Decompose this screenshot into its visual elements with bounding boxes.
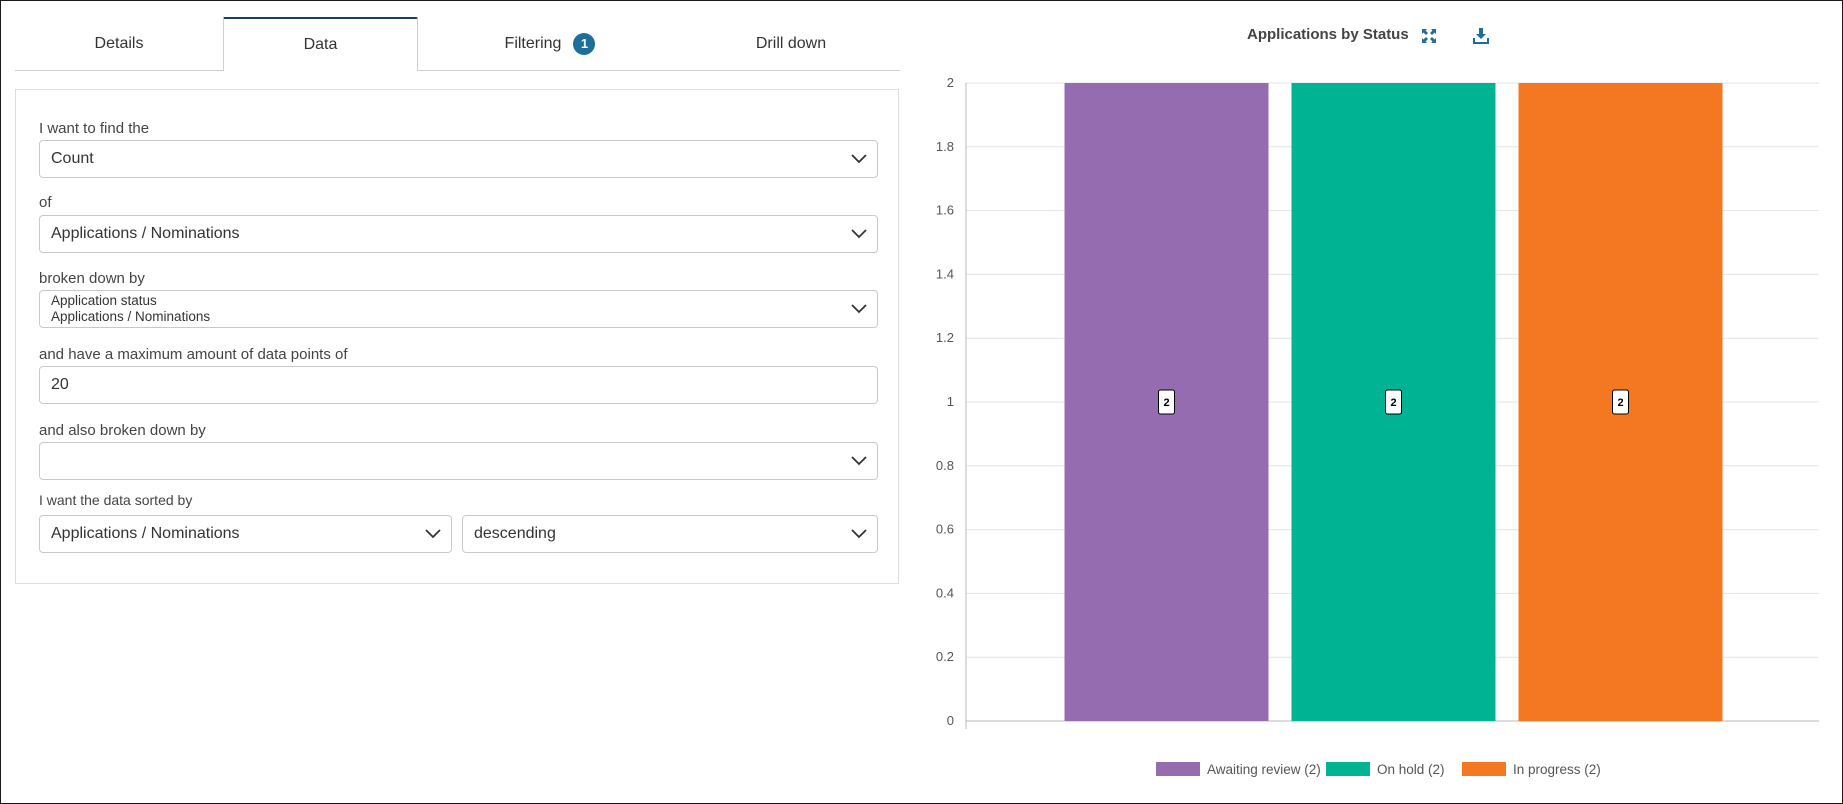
also-broken-down-label: and also broken down by xyxy=(39,422,206,439)
of-label: of xyxy=(39,194,52,211)
y-tick-label: 1.4 xyxy=(936,266,954,281)
y-tick-label: 0.2 xyxy=(936,649,954,664)
status-bar-chart: 0 0.2 0.4 0.6 0.8 1 1.2 1.4 1.6 1.8 2 2 2 2 Awaiting r… xyxy=(936,75,1819,777)
legend-swatch xyxy=(1326,762,1370,776)
max-points-value: 20 xyxy=(51,376,69,393)
data-label-box xyxy=(1158,389,1175,415)
tab-filtering[interactable]: Filtering 1 xyxy=(418,17,682,71)
data-label-box xyxy=(1612,389,1629,415)
chevron-down-icon xyxy=(851,154,867,164)
y-tick-label: 0 xyxy=(947,713,954,728)
chevron-down-icon xyxy=(851,304,867,314)
chevron-down-icon xyxy=(425,529,441,539)
legend-swatch xyxy=(1156,762,1200,776)
chevron-down-icon xyxy=(851,529,867,539)
legend-item: Awaiting review (2) xyxy=(1207,762,1321,777)
legend-item: On hold (2) xyxy=(1377,762,1445,777)
of-select[interactable]: Applications / Nominations xyxy=(39,215,878,253)
of-select-value: Applications / Nominations xyxy=(51,225,240,242)
y-tick-label: 2 xyxy=(947,75,954,90)
tab-data-label: Data xyxy=(303,36,338,53)
broken-down-select[interactable]: Application status Applications / Nomina… xyxy=(39,290,878,328)
y-tick-label: 1.8 xyxy=(936,139,954,154)
sort-field-value: Applications / Nominations xyxy=(51,525,240,542)
find-select[interactable]: Count xyxy=(39,140,878,178)
expand-icon[interactable] xyxy=(1420,27,1438,45)
chart-title: Applications by Status xyxy=(1247,26,1409,43)
tab-data[interactable]: Data xyxy=(223,17,418,71)
y-tick-label: 0.6 xyxy=(936,522,954,537)
y-tick-label: 1 xyxy=(947,394,954,409)
tab-filtering-label: Filtering xyxy=(504,34,562,52)
sorted-by-label: I want the data sorted by xyxy=(39,492,193,508)
chevron-down-icon xyxy=(851,229,867,239)
legend-item: In progress (2) xyxy=(1513,762,1601,777)
find-label: I want to find the xyxy=(39,120,150,137)
data-settings-panel: I want to find the Count of Applications… xyxy=(15,89,899,584)
y-tick-label: 1.6 xyxy=(936,203,954,218)
tab-bar: Details Data Filtering 1 Drill down xyxy=(15,17,900,71)
filter-count-badge: 1 xyxy=(573,32,596,55)
broken-down-label: broken down by xyxy=(39,270,145,287)
tab-details-label: Details xyxy=(94,34,144,52)
sort-field-select[interactable]: Applications / Nominations xyxy=(39,515,452,553)
y-tick-label: 0.8 xyxy=(936,458,954,473)
data-label: 2 xyxy=(1163,397,1169,409)
tab-drill-down-label: Drill down xyxy=(755,34,827,52)
download-icon[interactable] xyxy=(1472,27,1490,45)
tab-drill-down[interactable]: Drill down xyxy=(682,17,900,71)
broken-down-line2: Applications / Nominations xyxy=(51,309,211,324)
also-broken-down-select[interactable] xyxy=(39,442,878,480)
sort-order-value: descending xyxy=(474,525,556,542)
y-tick-label: 0.4 xyxy=(936,585,954,600)
tab-details[interactable]: Details xyxy=(15,17,223,71)
data-label: 2 xyxy=(1617,397,1623,409)
broken-down-line1: Application status xyxy=(51,293,157,308)
data-label: 2 xyxy=(1390,397,1396,409)
sort-order-select[interactable]: descending xyxy=(462,515,878,553)
max-points-label: and have a maximum amount of data points… xyxy=(39,346,348,363)
chevron-down-icon xyxy=(851,456,867,466)
legend-swatch xyxy=(1462,762,1506,776)
data-label-box xyxy=(1385,389,1402,415)
max-points-input[interactable]: 20 xyxy=(39,366,878,404)
find-select-value: Count xyxy=(51,150,94,167)
y-tick-label: 1.2 xyxy=(936,330,954,345)
